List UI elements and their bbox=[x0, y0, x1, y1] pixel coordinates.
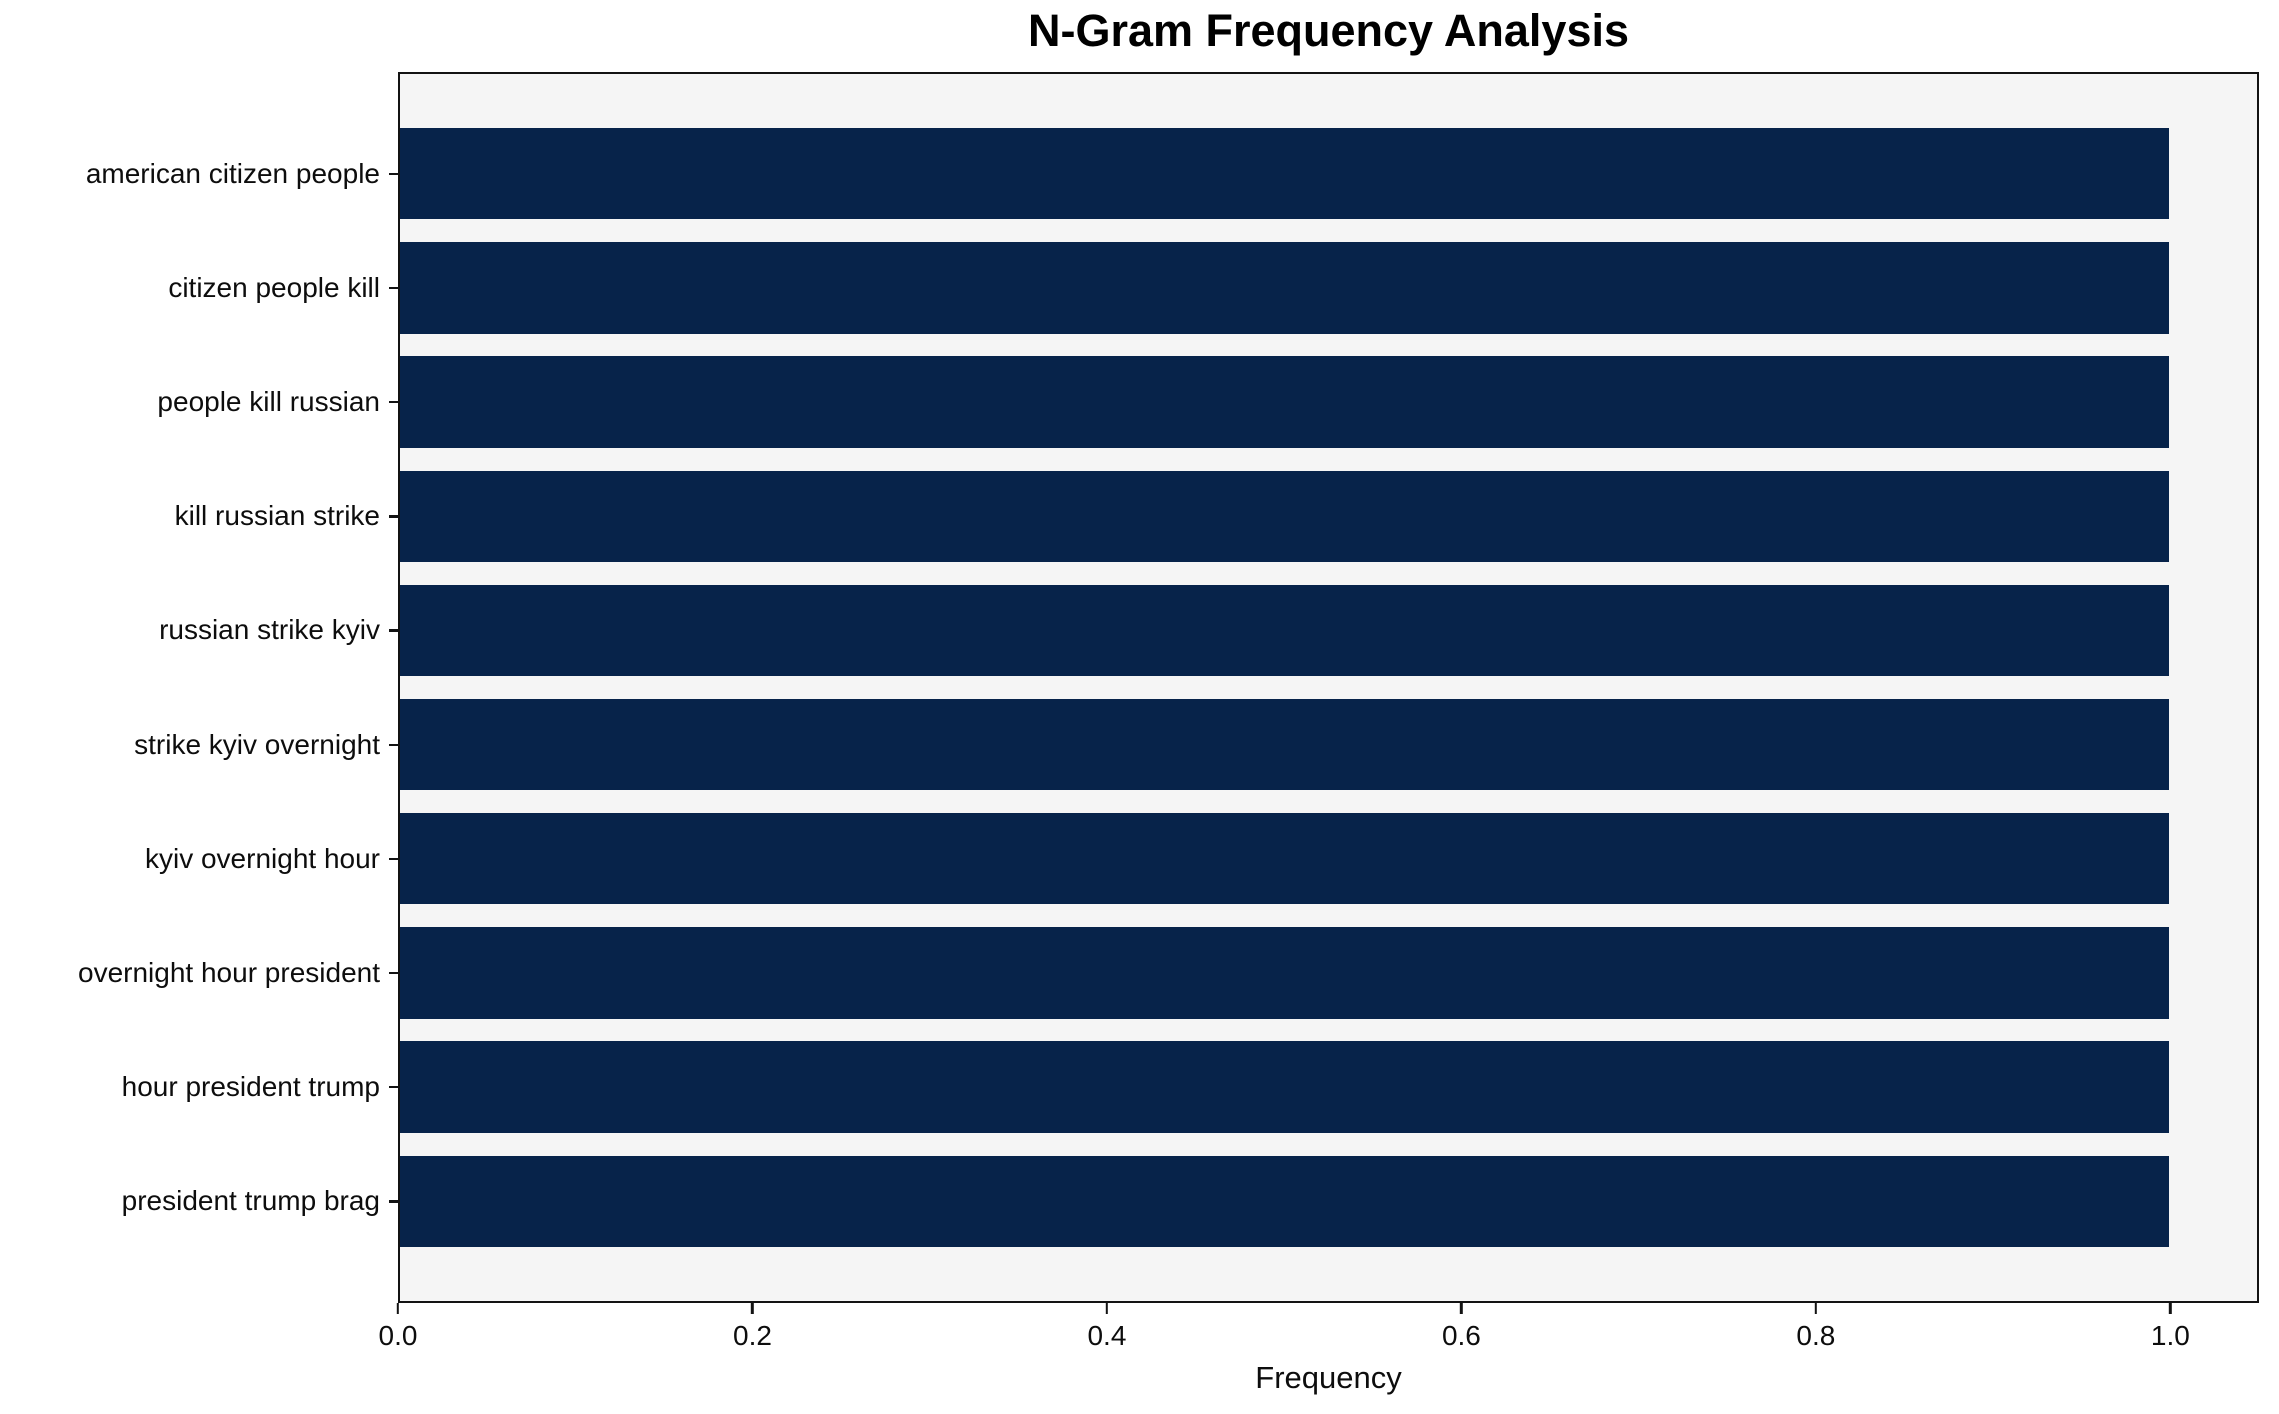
bar-row: overnight hour president bbox=[78, 927, 2257, 1019]
x-tick-label: 0.6 bbox=[1441, 1320, 1481, 1351]
x-tick-label: 1.0 bbox=[2150, 1320, 2190, 1351]
y-category-label: kill russian strike bbox=[174, 500, 380, 532]
frequency-bar bbox=[400, 470, 2169, 562]
y-category-label: citizen people kill bbox=[168, 271, 380, 303]
x-tick-mark bbox=[1105, 1303, 1109, 1314]
y-tick-mark bbox=[389, 401, 400, 404]
bar-row: russian strike kyiv bbox=[159, 584, 2257, 677]
frequency-bar bbox=[400, 1041, 2169, 1133]
y-tick-mark bbox=[389, 857, 400, 861]
frequency-bar bbox=[400, 698, 2169, 791]
bar-row: american citizen people bbox=[86, 128, 2257, 220]
x-tick-mark bbox=[1460, 1303, 1463, 1314]
y-category-label: kyiv overnight hour bbox=[144, 842, 380, 874]
y-tick-mark bbox=[389, 743, 400, 746]
frequency-bar bbox=[400, 128, 2169, 220]
y-tick-mark bbox=[389, 971, 400, 975]
frequency-bar bbox=[400, 1155, 2169, 1247]
bar-row: kill russian strike bbox=[175, 470, 2257, 562]
y-tick-mark bbox=[389, 1200, 400, 1203]
y-tick-mark bbox=[389, 286, 400, 290]
x-tick-mark bbox=[396, 1303, 400, 1314]
frequency-bar bbox=[400, 927, 2169, 1019]
y-category-label: president trump brag bbox=[121, 1185, 380, 1217]
frequency-bar bbox=[400, 242, 2169, 334]
x-axis: 0.0 0.2 0.4 0.6 0.8 1.0 bbox=[379, 1303, 2259, 1363]
y-category-label: overnight hour president bbox=[78, 956, 380, 988]
y-tick-mark bbox=[389, 629, 400, 632]
y-category-label: people kill russian bbox=[157, 386, 380, 418]
x-tick-mark bbox=[2169, 1303, 2172, 1314]
x-tick-label: 0.0 bbox=[378, 1320, 418, 1351]
x-tick-label: 0.4 bbox=[1087, 1320, 1127, 1351]
bar-row: kyiv overnight hour bbox=[145, 813, 2257, 905]
x-axis-label: Frequency bbox=[1255, 1360, 1402, 1395]
y-tick-mark bbox=[389, 515, 400, 518]
frequency-bar bbox=[400, 584, 2169, 677]
y-category-label: strike kyiv overnight bbox=[134, 728, 380, 760]
frequency-bar bbox=[400, 813, 2169, 905]
frequency-bar bbox=[400, 356, 2169, 448]
bar-row: hour president trump bbox=[122, 1041, 2257, 1133]
bar-row: citizen people kill bbox=[168, 242, 2257, 334]
y-category-label: american citizen people bbox=[85, 157, 380, 189]
x-tick-label: 0.2 bbox=[733, 1320, 772, 1351]
y-category-label: russian strike kyiv bbox=[159, 614, 380, 646]
x-tick-mark bbox=[1814, 1303, 1818, 1314]
y-tick-mark bbox=[389, 1086, 400, 1089]
x-tick-label: 0.8 bbox=[1796, 1320, 1836, 1351]
x-tick-mark bbox=[751, 1303, 754, 1314]
y-tick-mark bbox=[389, 172, 400, 176]
bars-container: american citizen people citizen people ki… bbox=[78, 74, 2257, 1301]
y-category-label: hour president trump bbox=[121, 1071, 380, 1103]
bar-row: people kill russian bbox=[157, 356, 2257, 448]
bar-row: strike kyiv overnight bbox=[134, 698, 2257, 791]
chart-title: N-Gram Frequency Analysis bbox=[1027, 5, 1630, 56]
plot-area: american citizen people citizen people ki… bbox=[78, 72, 2259, 1303]
bar-row: president trump brag bbox=[122, 1155, 2257, 1247]
